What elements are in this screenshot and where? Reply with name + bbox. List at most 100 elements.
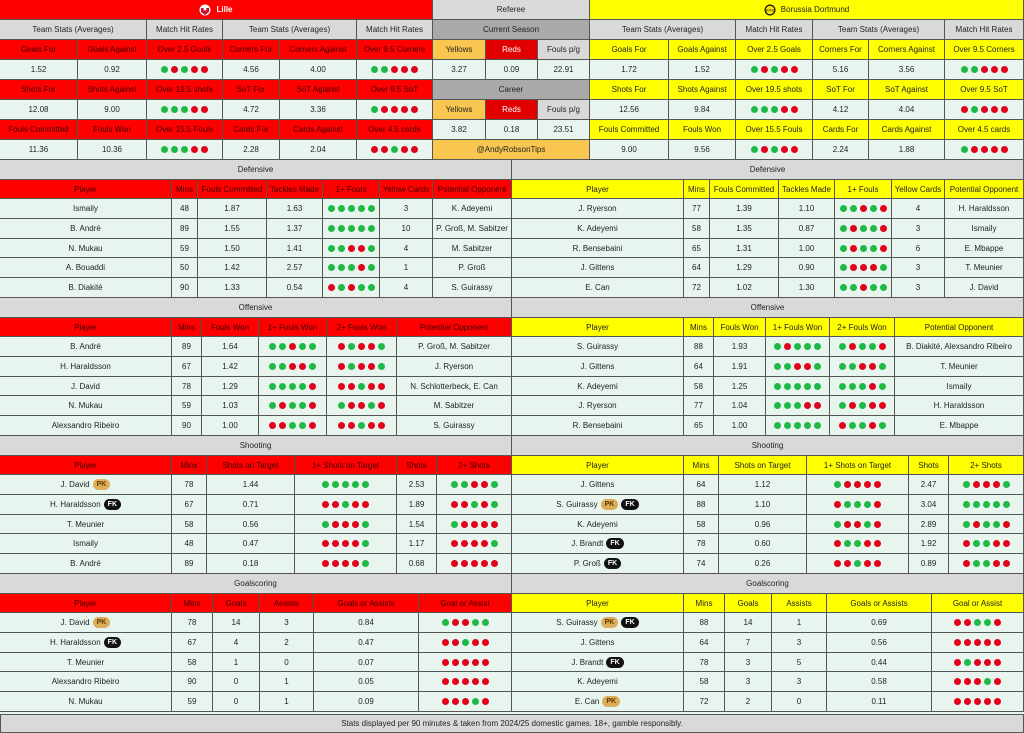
miss-dot xyxy=(451,678,459,686)
hit-rate-dots xyxy=(338,362,385,370)
stat-label: Shots Against xyxy=(669,80,736,100)
hit-rate-dots xyxy=(834,559,881,567)
hit-rate-cell xyxy=(945,140,1024,160)
free-kick-taker-badge: FK xyxy=(603,557,622,569)
miss-dot xyxy=(954,697,961,705)
miss-dot xyxy=(874,540,881,548)
table-cell: 3 xyxy=(260,613,314,634)
miss-dot xyxy=(990,146,998,153)
table-cell: 1 xyxy=(260,692,314,712)
hit-rate-dots xyxy=(834,540,881,548)
miss-dot xyxy=(849,244,857,252)
hit-dot xyxy=(299,382,306,390)
hit-rate-dots xyxy=(954,697,1001,705)
miss-dot xyxy=(269,421,276,429)
table-cell: 77 xyxy=(684,396,714,417)
hit-dot xyxy=(337,244,345,252)
hit-rate-cell xyxy=(323,258,380,279)
hit-rate-cell xyxy=(419,652,512,673)
hit-rate-dots xyxy=(774,382,821,390)
hit-dot xyxy=(367,264,375,272)
table-cell: J. David xyxy=(945,278,1024,298)
hit-rate-cell xyxy=(357,140,433,160)
miss-dot xyxy=(358,362,365,370)
hit-rate-cell xyxy=(147,140,223,160)
table-cell: 74 xyxy=(684,554,719,574)
referee-career-value: 0.18 xyxy=(486,120,538,140)
table-cell: H. Haraldsson xyxy=(895,396,1024,417)
miss-dot xyxy=(859,264,867,272)
hit-dot xyxy=(347,205,355,213)
table-cell: 67 xyxy=(172,633,213,653)
miss-dot xyxy=(974,658,981,666)
hit-rate-cell xyxy=(419,692,512,712)
hit-rate-cell xyxy=(437,475,512,496)
miss-dot xyxy=(480,500,488,508)
miss-dot xyxy=(964,678,971,686)
hit-rate-dots xyxy=(161,106,208,113)
hit-dot xyxy=(347,224,355,232)
hit-dot xyxy=(878,421,886,429)
stat-value: 1.88 xyxy=(869,140,945,160)
free-kick-taker-badge: FK xyxy=(621,498,639,510)
hit-rate-cell xyxy=(327,396,397,417)
player-name: J. Gittens xyxy=(580,263,615,273)
column-header: Assists xyxy=(772,593,827,614)
hit-rate-cell xyxy=(830,396,895,417)
player-name-cell: E. Can xyxy=(512,278,684,298)
column-header: Potential Opponent xyxy=(945,179,1024,200)
hit-rate-cell xyxy=(835,219,892,239)
table-cell: 1.00 xyxy=(202,416,259,436)
miss-dot xyxy=(381,146,388,153)
hit-rate-cell xyxy=(437,554,512,574)
hit-rate-cell xyxy=(736,60,813,80)
miss-dot xyxy=(289,343,296,351)
miss-dot xyxy=(874,559,881,567)
hit-dot xyxy=(362,559,369,567)
hit-dot xyxy=(864,500,871,508)
player-name-cell: N. Mukau xyxy=(0,692,172,712)
hit-dot xyxy=(774,421,781,429)
player-name-cell: R. Bensebaini xyxy=(512,416,684,436)
miss-dot xyxy=(352,559,359,567)
penalty-taker-badge: PK xyxy=(600,498,619,510)
table-cell: 0.26 xyxy=(719,554,807,574)
hit-rate-cell xyxy=(147,100,223,120)
hit-dot xyxy=(804,421,811,429)
hit-dot xyxy=(858,343,866,351)
stat-label: Cards Against xyxy=(280,120,357,140)
player-name: K. Adeyemi xyxy=(577,223,618,233)
hit-dot xyxy=(362,540,369,548)
stat-label: SoT For xyxy=(223,80,280,100)
miss-dot xyxy=(401,66,408,73)
table-cell: 1.87 xyxy=(198,199,267,220)
miss-dot xyxy=(790,106,798,113)
miss-dot xyxy=(338,421,345,429)
table-cell: 0.47 xyxy=(314,633,419,653)
hit-dot xyxy=(391,146,398,153)
hit-dot xyxy=(962,500,970,508)
table-cell: 89 xyxy=(172,337,202,358)
stat-label: Cards For xyxy=(223,120,280,140)
table-cell: M. Sabitzer xyxy=(397,396,512,417)
penalty-taker-badge: PK xyxy=(92,617,111,629)
stat-label: Corners For xyxy=(223,40,280,60)
hit-dot xyxy=(299,343,306,351)
player-name-cell: K. Adeyemi xyxy=(512,219,684,239)
hit-dot xyxy=(854,500,861,508)
hit-rate-cell xyxy=(807,534,909,555)
table-cell: 58 xyxy=(684,376,714,397)
player-name-cell: N. Mukau xyxy=(0,238,172,259)
hit-dot xyxy=(367,283,375,291)
hit-rate-dots xyxy=(450,559,498,567)
table-cell: 10 xyxy=(380,219,433,239)
hit-dot xyxy=(461,638,469,646)
player-name: J. David xyxy=(60,480,90,490)
stat-label: Fouls Committed xyxy=(590,120,669,140)
hit-rate-cell xyxy=(419,613,512,634)
table-cell: 65 xyxy=(684,238,710,259)
hit-dot xyxy=(357,224,365,232)
table-cell: E. Mbappe xyxy=(895,416,1024,436)
table-cell: 0.09 xyxy=(314,692,419,712)
hit-rate-cell xyxy=(835,258,892,279)
